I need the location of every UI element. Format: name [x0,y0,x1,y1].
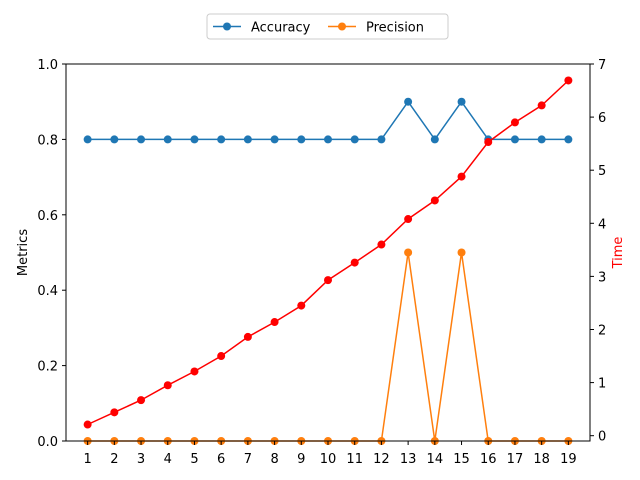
data-point-2-6 [243,332,252,341]
data-point-2-10 [350,258,359,267]
data-point-2-9 [324,276,332,285]
legend: Accuracy Precision [206,13,449,40]
data-point-1-12 [404,248,413,257]
data-point-0-11 [377,135,386,144]
legend-box [206,13,449,40]
x-tick-label-11: 12 [373,452,390,467]
data-point-0-5 [217,135,226,144]
x-tick-label-3: 4 [164,452,172,467]
data-point-2-13 [430,196,439,205]
y-tick-label-1: 0.2 [37,360,58,375]
legend-label-1: Precision [366,21,424,36]
x-tick-label-0: 1 [83,452,91,467]
data-point-2-7 [270,318,279,327]
data-point-2-3 [163,381,172,390]
x-tick-label-6: 7 [244,452,252,467]
y-right-tick-label-2: 2 [598,323,606,338]
y-tick-label-2: 0.4 [37,284,58,299]
x-tick-label-15: 16 [480,452,497,467]
legend-marker-1 [338,22,346,31]
data-point-2-8 [297,301,306,310]
data-point-0-12 [404,97,413,106]
data-point-0-9 [324,135,332,144]
x-tick-label-12: 13 [400,452,417,467]
x-tick-label-14: 15 [453,452,470,467]
data-point-2-1 [110,408,119,417]
data-point-0-0 [83,135,92,144]
data-point-2-18 [564,76,573,85]
y-right-tick-label-7: 7 [598,58,606,73]
data-point-0-16 [510,135,519,144]
x-tick-label-8: 9 [297,452,305,467]
y-right-tick-label-5: 5 [598,164,606,179]
x-tick-label-4: 5 [190,452,198,467]
data-point-0-8 [297,135,306,144]
plot-area: 1 2 3 4 5 6 7 8 9 10 11 12 13 14 15 16 17 18 190.00.20.40.… [37,58,606,467]
y-tick-label-4: 0.8 [37,133,58,148]
data-point-0-7 [270,135,279,144]
y-axis-right-label: Time [611,237,626,270]
x-tick-label-1: 2 [110,452,118,467]
x-tick-label-5: 6 [217,452,225,467]
y-tick-label-3: 0.6 [37,209,58,224]
data-point-2-15 [484,138,493,147]
data-point-0-3 [163,135,172,144]
data-point-2-12 [404,215,413,224]
y-tick-label-5: 1.0 [37,58,58,73]
series-line-0 [87,100,569,141]
data-point-0-4 [190,135,199,144]
x-tick-label-10: 11 [346,452,363,467]
y-right-tick-label-4: 4 [598,217,606,232]
data-point-0-18 [564,135,573,144]
x-tick-label-13: 14 [427,452,444,467]
x-tick-label-2: 3 [137,452,145,467]
plot-frame [65,63,591,442]
data-point-0-2 [137,135,146,144]
y-right-tick-label-1: 1 [598,377,606,392]
data-point-2-4 [190,367,199,376]
data-point-0-14 [457,97,466,106]
data-point-2-5 [217,352,226,361]
data-point-0-10 [350,135,359,144]
data-point-0-17 [537,135,546,144]
y-right-tick-label-3: 3 [598,270,606,285]
data-point-1-14 [457,248,466,257]
x-tick-label-17: 18 [533,452,550,467]
y-axis-label: Metrics [16,229,31,276]
y-right-tick-label-0: 0 [598,430,606,445]
data-point-2-2 [137,396,146,405]
data-point-2-16 [510,118,519,127]
data-point-2-0 [83,420,92,429]
data-point-0-1 [110,135,119,144]
data-point-0-6 [243,135,252,144]
legend-label-0: Accuracy [251,21,311,36]
data-point-2-17 [537,101,546,110]
y-right-tick-label-6: 6 [598,111,606,126]
x-tick-label-9: 10 [320,452,337,467]
data-point-2-11 [377,240,386,249]
legend-marker-0 [223,22,231,31]
data-point-0-13 [430,135,439,144]
x-tick-label-16: 17 [507,452,524,467]
series-line-2 [87,79,569,426]
data-point-2-14 [457,172,466,181]
y-tick-label-0: 0.0 [37,435,58,450]
x-tick-label-7: 8 [270,452,278,467]
x-tick-label-18: 19 [560,452,577,467]
